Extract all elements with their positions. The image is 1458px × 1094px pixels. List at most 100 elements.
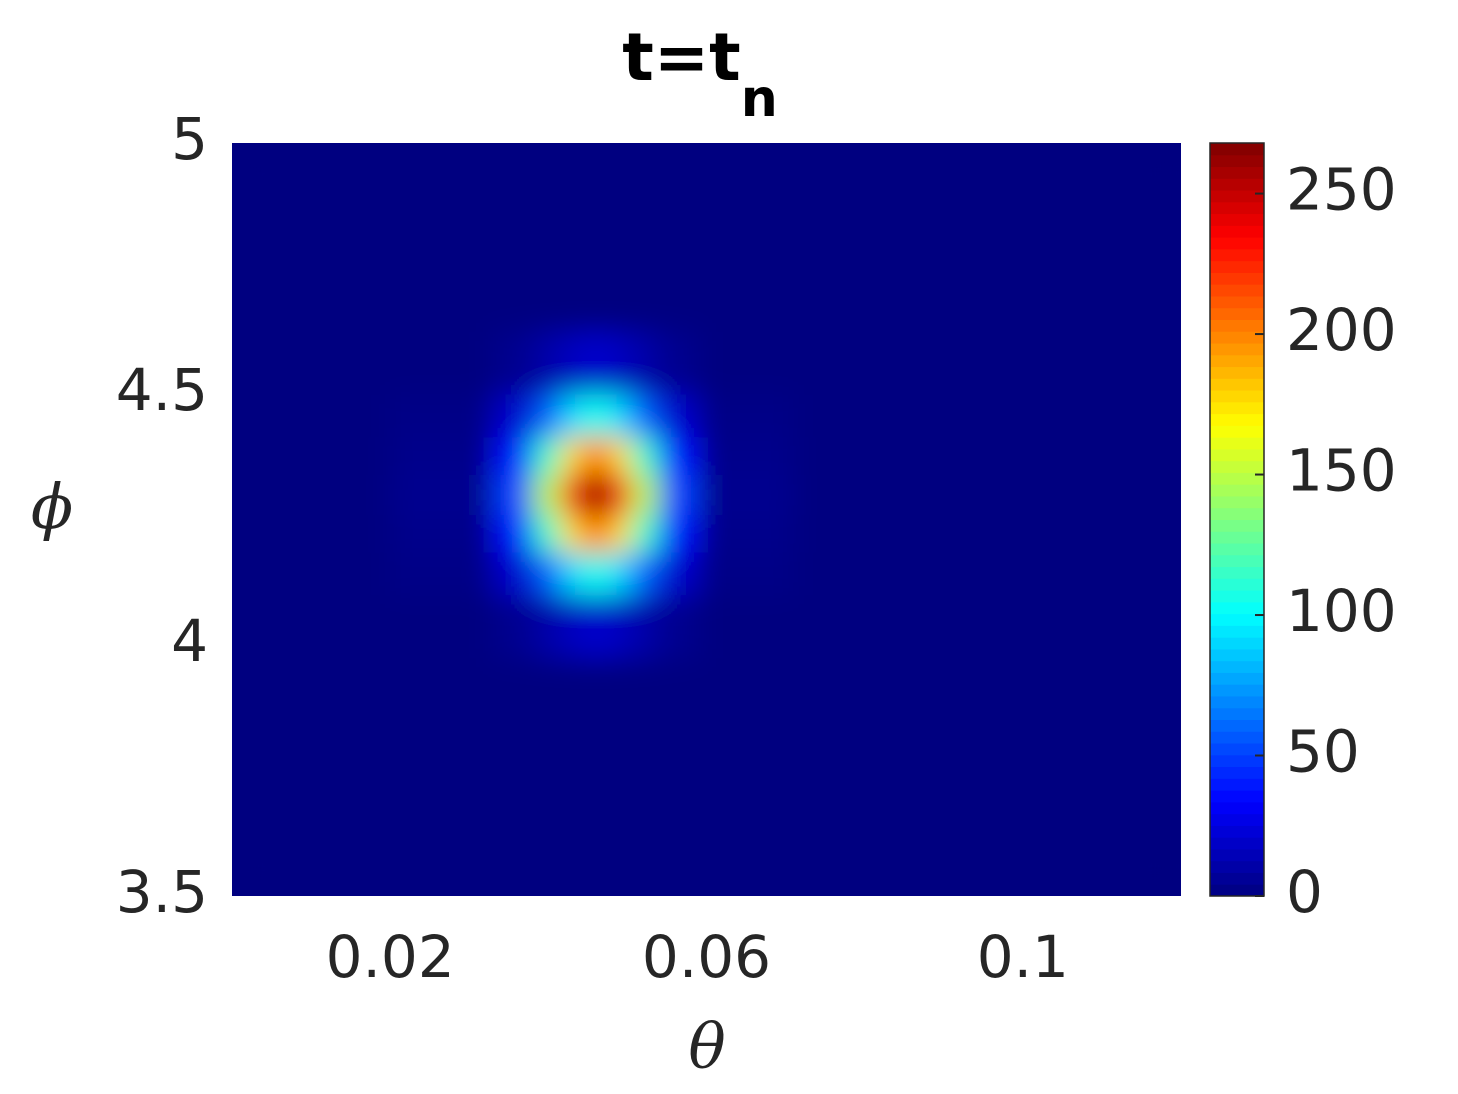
heat-cell — [793, 770, 984, 896]
heat-cell — [390, 474, 494, 515]
colorbar-swatch — [1210, 731, 1264, 744]
colorbar-frame — [1209, 142, 1265, 897]
heat-cell — [492, 770, 534, 896]
heat-cell — [492, 552, 534, 596]
heat-cell — [232, 474, 391, 515]
heat-cell — [492, 143, 534, 244]
colorbar-swatch — [1210, 695, 1264, 709]
heat-cell — [560, 436, 585, 475]
y-tick-label: 5 — [171, 105, 208, 173]
heat-cell — [631, 474, 660, 515]
colorbar-tick-label: 250 — [1286, 156, 1397, 224]
colorbar-swatch — [1210, 837, 1264, 850]
heat-cell — [698, 594, 794, 659]
colorbar-swatch — [1210, 872, 1264, 885]
colorbar-swatch — [1210, 319, 1264, 332]
heat-cell — [698, 474, 794, 515]
heat-cell — [532, 657, 561, 771]
heat-cell — [232, 657, 391, 771]
x-tick-label: 0.06 — [642, 923, 771, 991]
colorbar-swatch — [1210, 295, 1264, 309]
heat-cell — [232, 514, 391, 553]
heat-cell — [532, 770, 561, 896]
heat-cell — [390, 436, 494, 475]
colorbar-tick-label: 150 — [1286, 437, 1397, 505]
colorbar-swatch — [1210, 413, 1264, 426]
colorbar-tick-label: 100 — [1286, 577, 1397, 645]
heat-cell — [631, 594, 660, 659]
heat-cell — [793, 394, 984, 438]
heat-cell — [793, 243, 984, 332]
colorbar-swatch — [1210, 260, 1264, 273]
heat-cell — [607, 552, 632, 596]
colorbar-swatch — [1210, 790, 1264, 803]
colorbar-swatch — [1210, 860, 1264, 873]
heat-cell — [793, 657, 984, 771]
title-subscript: n — [741, 69, 778, 129]
colorbar-swatch — [1210, 578, 1264, 591]
colorbar-swatch — [1210, 778, 1264, 791]
heat-cell — [607, 436, 632, 475]
heat-cell — [659, 436, 700, 475]
colorbar-swatch — [1210, 437, 1264, 450]
colorbar-swatch — [1210, 237, 1264, 250]
heat-cell — [793, 594, 984, 659]
heat-cell — [607, 594, 632, 659]
colorbar-swatch — [1210, 225, 1264, 238]
colorbar-swatch — [1210, 390, 1264, 403]
heat-cell — [793, 514, 984, 553]
colorbar-swatch — [1210, 472, 1264, 485]
colorbar-swatch — [1210, 825, 1264, 838]
heat-cell — [560, 243, 585, 332]
heat-cell — [631, 243, 660, 332]
heat-cell — [631, 331, 660, 395]
colorbar-swatch — [1210, 590, 1264, 603]
heat-cell — [659, 514, 700, 553]
colorbar-swatch — [1210, 307, 1264, 320]
heat-cell — [698, 331, 794, 395]
heat-cell — [983, 657, 1181, 771]
y-axis-label: ϕ — [31, 470, 73, 543]
heat-cell — [983, 770, 1181, 896]
colorbar-swatch — [1210, 684, 1264, 697]
heat-cell — [607, 770, 632, 896]
heat-cell — [532, 594, 561, 659]
colorbar-swatch — [1210, 648, 1264, 662]
heat-cell — [583, 770, 609, 896]
heat-cell — [560, 331, 585, 395]
heat-cell — [659, 657, 700, 771]
colorbar-swatch — [1210, 201, 1264, 215]
colorbar-swatch — [1210, 848, 1264, 862]
heat-cell — [560, 143, 585, 244]
heat-cell — [232, 143, 391, 244]
heat-cell — [659, 331, 700, 395]
heat-cell — [390, 770, 494, 896]
heat-cell — [232, 394, 391, 438]
heat-cell — [390, 552, 494, 596]
heat-cell — [983, 594, 1181, 659]
heat-cell — [583, 436, 609, 475]
heat-cell — [698, 514, 794, 553]
heat-cell — [631, 657, 660, 771]
heat-cell — [983, 331, 1181, 395]
colorbar-swatch — [1210, 519, 1264, 532]
heat-cell — [607, 474, 632, 515]
heat-cell — [983, 514, 1181, 553]
y-tick-label: 4.5 — [116, 356, 208, 424]
heat-cell — [793, 143, 984, 244]
heat-cell — [793, 474, 984, 515]
colorbar-swatch — [1210, 495, 1264, 509]
colorbar-swatch — [1210, 284, 1264, 297]
colorbar-swatch — [1210, 460, 1264, 473]
heat-cell — [631, 143, 660, 244]
colorbar: 0 50 100 150 200 250 — [1209, 142, 1397, 926]
heat-cell — [793, 436, 984, 475]
heat-cell — [631, 436, 660, 475]
colorbar-swatch — [1210, 366, 1264, 379]
heat-cell — [390, 394, 494, 438]
heat-cell — [607, 394, 632, 438]
heat-cell — [583, 474, 609, 515]
colorbar-swatch — [1210, 884, 1264, 897]
colorbar-swatch — [1210, 613, 1264, 626]
